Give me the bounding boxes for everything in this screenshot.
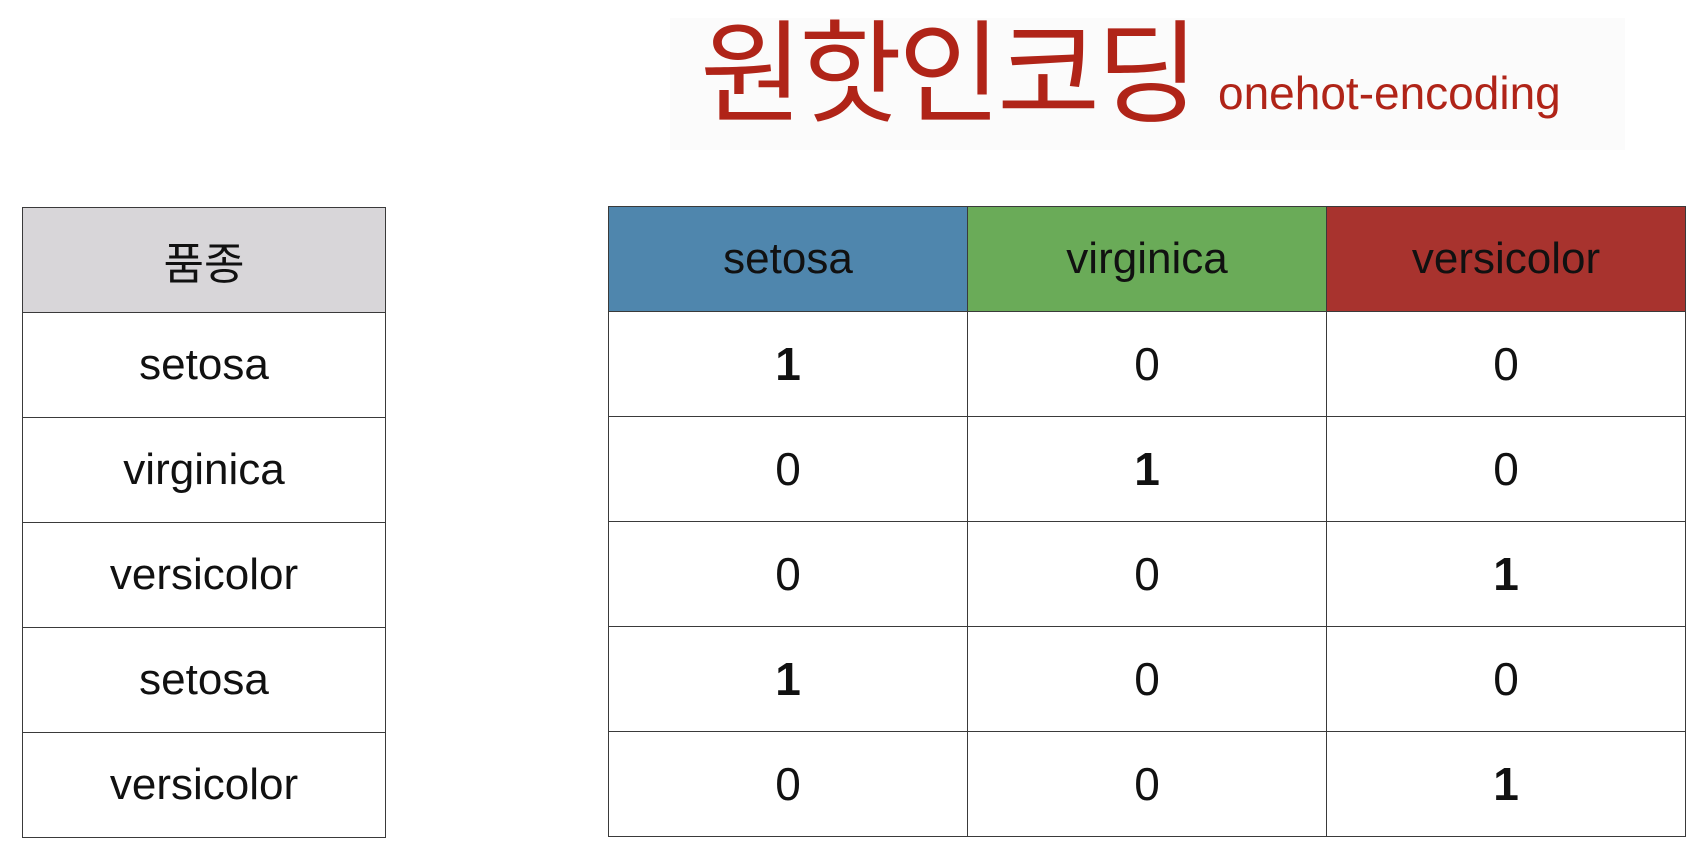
species-header-row: 품종 bbox=[22, 207, 386, 313]
species-cell: setosa bbox=[22, 312, 386, 418]
onehot-cell: 0 bbox=[967, 626, 1327, 732]
onehot-cell: 0 bbox=[967, 311, 1327, 417]
column-header-versicolor: versicolor bbox=[1326, 206, 1686, 312]
onehot-cell: 1 bbox=[608, 311, 968, 417]
onehot-cell: 0 bbox=[608, 521, 968, 627]
table-row: versicolor bbox=[22, 732, 386, 838]
table-row: 0 1 0 bbox=[608, 416, 1686, 522]
table-row: 0 0 1 bbox=[608, 731, 1686, 837]
table-row: 1 0 0 bbox=[608, 626, 1686, 732]
onehot-cell: 0 bbox=[1326, 311, 1686, 417]
onehot-table: setosa virginica versicolor 1 0 0 0 1 0 … bbox=[608, 206, 1686, 837]
page-subtitle: onehot-encoding bbox=[1218, 67, 1561, 119]
species-cell: versicolor bbox=[22, 732, 386, 838]
column-header-virginica: virginica bbox=[967, 206, 1327, 312]
column-header-setosa: setosa bbox=[608, 206, 968, 312]
onehot-cell: 1 bbox=[1326, 731, 1686, 837]
onehot-cell: 0 bbox=[1326, 626, 1686, 732]
species-table: 품종 setosa virginica versicolor setosa ve… bbox=[22, 207, 386, 838]
species-cell: setosa bbox=[22, 627, 386, 733]
page-title: 원핫인코딩 bbox=[700, 10, 1199, 140]
onehot-cell: 0 bbox=[1326, 416, 1686, 522]
onehot-cell: 1 bbox=[1326, 521, 1686, 627]
species-cell: versicolor bbox=[22, 522, 386, 628]
onehot-cell: 1 bbox=[608, 626, 968, 732]
table-row: versicolor bbox=[22, 522, 386, 628]
onehot-cell: 0 bbox=[967, 731, 1327, 837]
title-background bbox=[670, 18, 1625, 150]
onehot-cell: 0 bbox=[608, 731, 968, 837]
onehot-cell: 0 bbox=[967, 521, 1327, 627]
onehot-header-row: setosa virginica versicolor bbox=[608, 206, 1686, 312]
table-row: 1 0 0 bbox=[608, 311, 1686, 417]
table-row: 0 0 1 bbox=[608, 521, 1686, 627]
onehot-cell: 0 bbox=[608, 416, 968, 522]
onehot-cell: 1 bbox=[967, 416, 1327, 522]
species-cell: virginica bbox=[22, 417, 386, 523]
table-row: setosa bbox=[22, 627, 386, 733]
table-row: setosa bbox=[22, 312, 386, 418]
species-header: 품종 bbox=[22, 207, 386, 313]
table-row: virginica bbox=[22, 417, 386, 523]
